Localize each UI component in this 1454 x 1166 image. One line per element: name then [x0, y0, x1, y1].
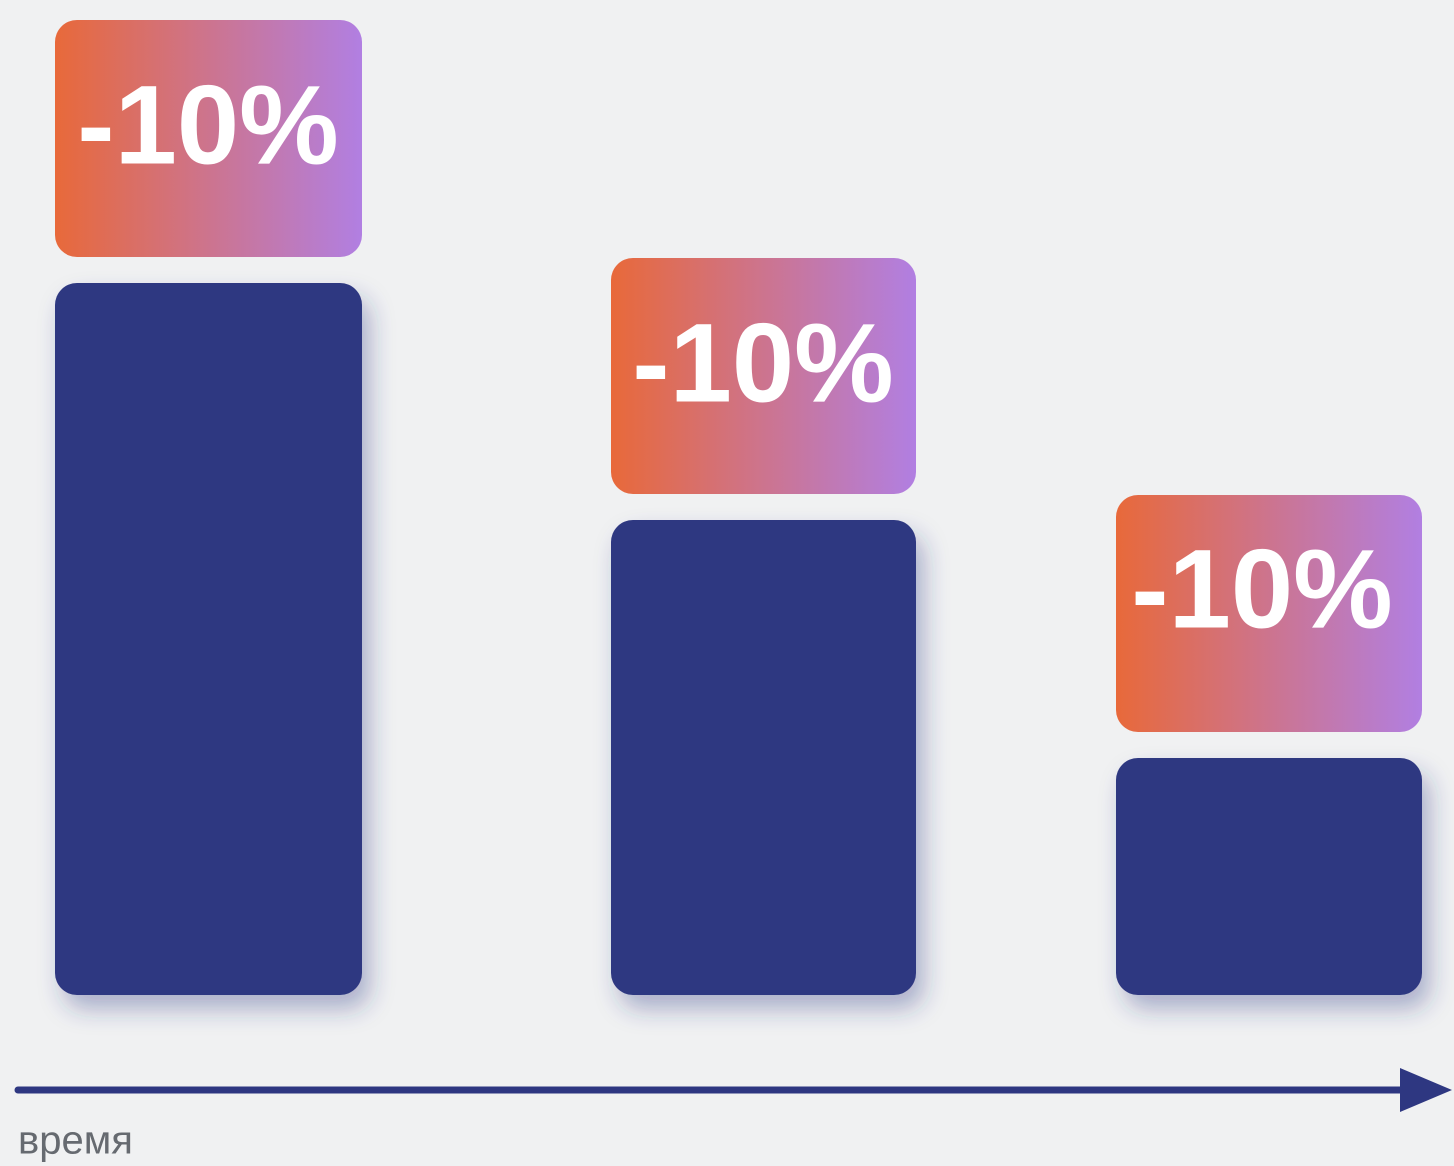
- badge: [55, 20, 362, 257]
- badge-label: -10%: [1131, 527, 1392, 652]
- badge: [1116, 495, 1422, 732]
- axis-arrowhead: [1400, 1068, 1452, 1112]
- bar: [55, 283, 362, 995]
- time-axis: время: [14, 1068, 1452, 1163]
- badges: -10% -10% -10%: [55, 20, 1422, 732]
- badge-label: -10%: [77, 63, 338, 188]
- badge-label: -10%: [632, 301, 893, 426]
- bar: [1116, 758, 1422, 995]
- bar: [611, 520, 916, 995]
- axis-label: время: [18, 1119, 133, 1163]
- badge: [611, 258, 916, 494]
- bars: [55, 283, 1422, 995]
